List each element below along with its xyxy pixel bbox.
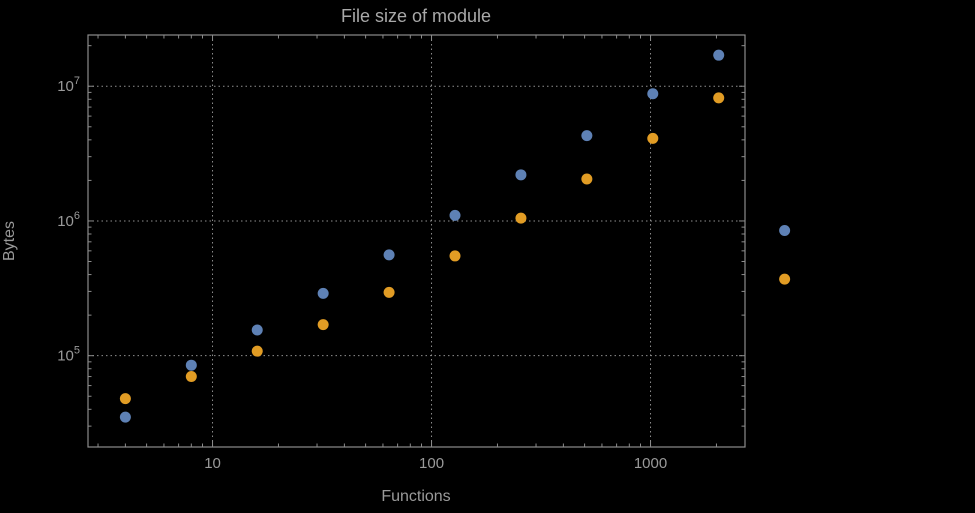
data-point [515, 169, 527, 181]
y-tick-label: 107 [57, 75, 80, 95]
data-point [185, 359, 197, 371]
x-axis-label: Functions [381, 488, 450, 505]
data-point [383, 286, 395, 298]
data-point [713, 92, 725, 104]
data-point [647, 88, 659, 100]
y-axis-label: Bytes [1, 221, 18, 261]
data-points [119, 49, 791, 423]
data-point [185, 371, 197, 383]
x-tick-label: 10 [204, 455, 221, 472]
data-point [119, 411, 131, 423]
chart-title: File size of module [341, 6, 491, 26]
data-point [317, 319, 329, 331]
gridlines [88, 35, 745, 447]
data-point [779, 224, 791, 236]
axis-ticks [88, 35, 745, 447]
data-point [449, 250, 461, 262]
data-point [317, 287, 329, 299]
x-tick-label: 1000 [634, 455, 667, 472]
data-point [383, 249, 395, 261]
y-tick-label: 106 [57, 210, 80, 230]
frame-rect [87, 34, 746, 448]
data-point [251, 324, 263, 336]
data-point [713, 49, 725, 61]
x-tick-label: 100 [419, 455, 444, 472]
data-point [449, 209, 461, 221]
data-point [119, 393, 131, 405]
data-point [515, 212, 527, 224]
data-point [779, 273, 791, 285]
data-point [647, 132, 659, 144]
data-point [581, 173, 593, 185]
plot-frame [87, 34, 746, 448]
tick-labels: 10 100 1000 105 106 107 [57, 75, 667, 472]
y-tick-label: 105 [57, 345, 80, 365]
data-point [581, 130, 593, 142]
data-point [251, 345, 263, 357]
